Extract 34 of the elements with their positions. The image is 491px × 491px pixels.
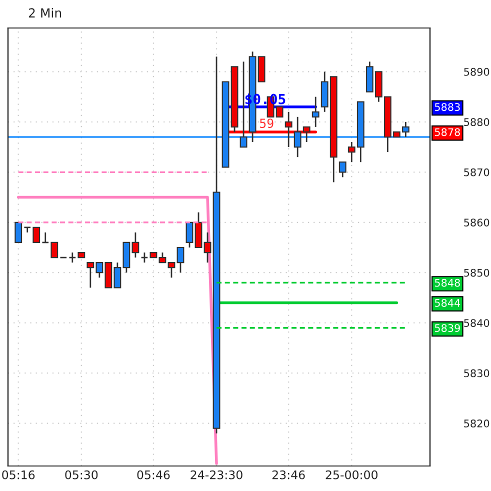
y-tick-label: 5880 [464, 118, 490, 126]
y-tick-label: 5820 [464, 420, 490, 428]
candlestick [14, 222, 22, 244]
y-tick-label: 5850 [464, 268, 490, 277]
x-tick-label: 23:46 [272, 470, 305, 480]
y2-tick-label: 5839 [434, 324, 460, 332]
y-tick-label: 5830 [464, 369, 490, 378]
candlestick [24, 226, 32, 234]
y-tick-label: 5890 [464, 68, 490, 76]
y-tick-label: 5870 [464, 168, 490, 176]
x-tick-label: 24-23:30 [190, 470, 242, 480]
candlestick [312, 96, 320, 128]
y2-tick-label: 5848 [434, 278, 460, 287]
x-tick-label: 05:30 [65, 470, 98, 480]
chart-title: 2 Min [28, 8, 62, 18]
candlestick [186, 222, 194, 248]
x-tick-label: 05:46 [137, 470, 170, 480]
annotation: 59 [260, 118, 274, 128]
candlestick [284, 111, 292, 148]
candlestick [50, 242, 58, 258]
candlestick [176, 246, 184, 274]
candlestick [158, 252, 166, 264]
y-tick-label: 5840 [464, 319, 490, 327]
x-tick-label: 25-00:00 [326, 470, 378, 480]
candlestick [240, 60, 248, 148]
x-tick-label: 05:16 [2, 470, 35, 480]
candlestick [168, 262, 176, 278]
y2-tick-label: 5878 [434, 128, 460, 136]
candlestick [204, 232, 212, 264]
candlestick [32, 226, 40, 244]
y2-tick-label: 5844 [434, 298, 460, 307]
candlestick [338, 161, 346, 178]
y-tick-label: 5860 [464, 218, 490, 226]
y2-tick-label: 5883 [434, 103, 460, 111]
